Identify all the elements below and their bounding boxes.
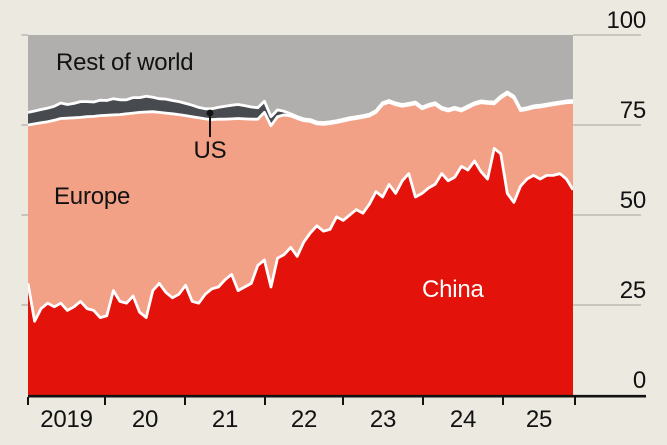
x-axis-tick-label: 25 (525, 406, 553, 433)
europe-area-label: Europe (54, 183, 131, 210)
x-axis-tick-label: 21 (211, 406, 239, 433)
x-axis-tick-label: 20 (131, 406, 159, 433)
rest-of-world-area (28, 35, 573, 123)
europe-area (28, 93, 573, 322)
y-axis-tick-label: 0 (632, 367, 646, 394)
x-axis-tick-label: 22 (290, 406, 318, 433)
chart-areas (28, 35, 573, 395)
y-axis-tick-label: 75 (619, 97, 646, 124)
rest-of-world-area-label: Rest of world (56, 49, 194, 76)
y-axis-tick-label: 100 (606, 7, 647, 34)
series-separator-line (28, 92, 573, 128)
y-axis-tick-label: 25 (619, 277, 646, 304)
us-area-label: US (193, 137, 227, 164)
series-separator-line (28, 147, 573, 323)
x-axis-tick-label: 2019 (40, 406, 93, 433)
series-separator-line (28, 90, 573, 124)
x-axis-tick-label: 23 (369, 406, 397, 433)
y-axis-tick-label: 50 (619, 187, 646, 214)
china-area-label: China (422, 276, 484, 303)
china-area (28, 148, 573, 395)
x-axis-tick-label: 24 (449, 406, 477, 433)
